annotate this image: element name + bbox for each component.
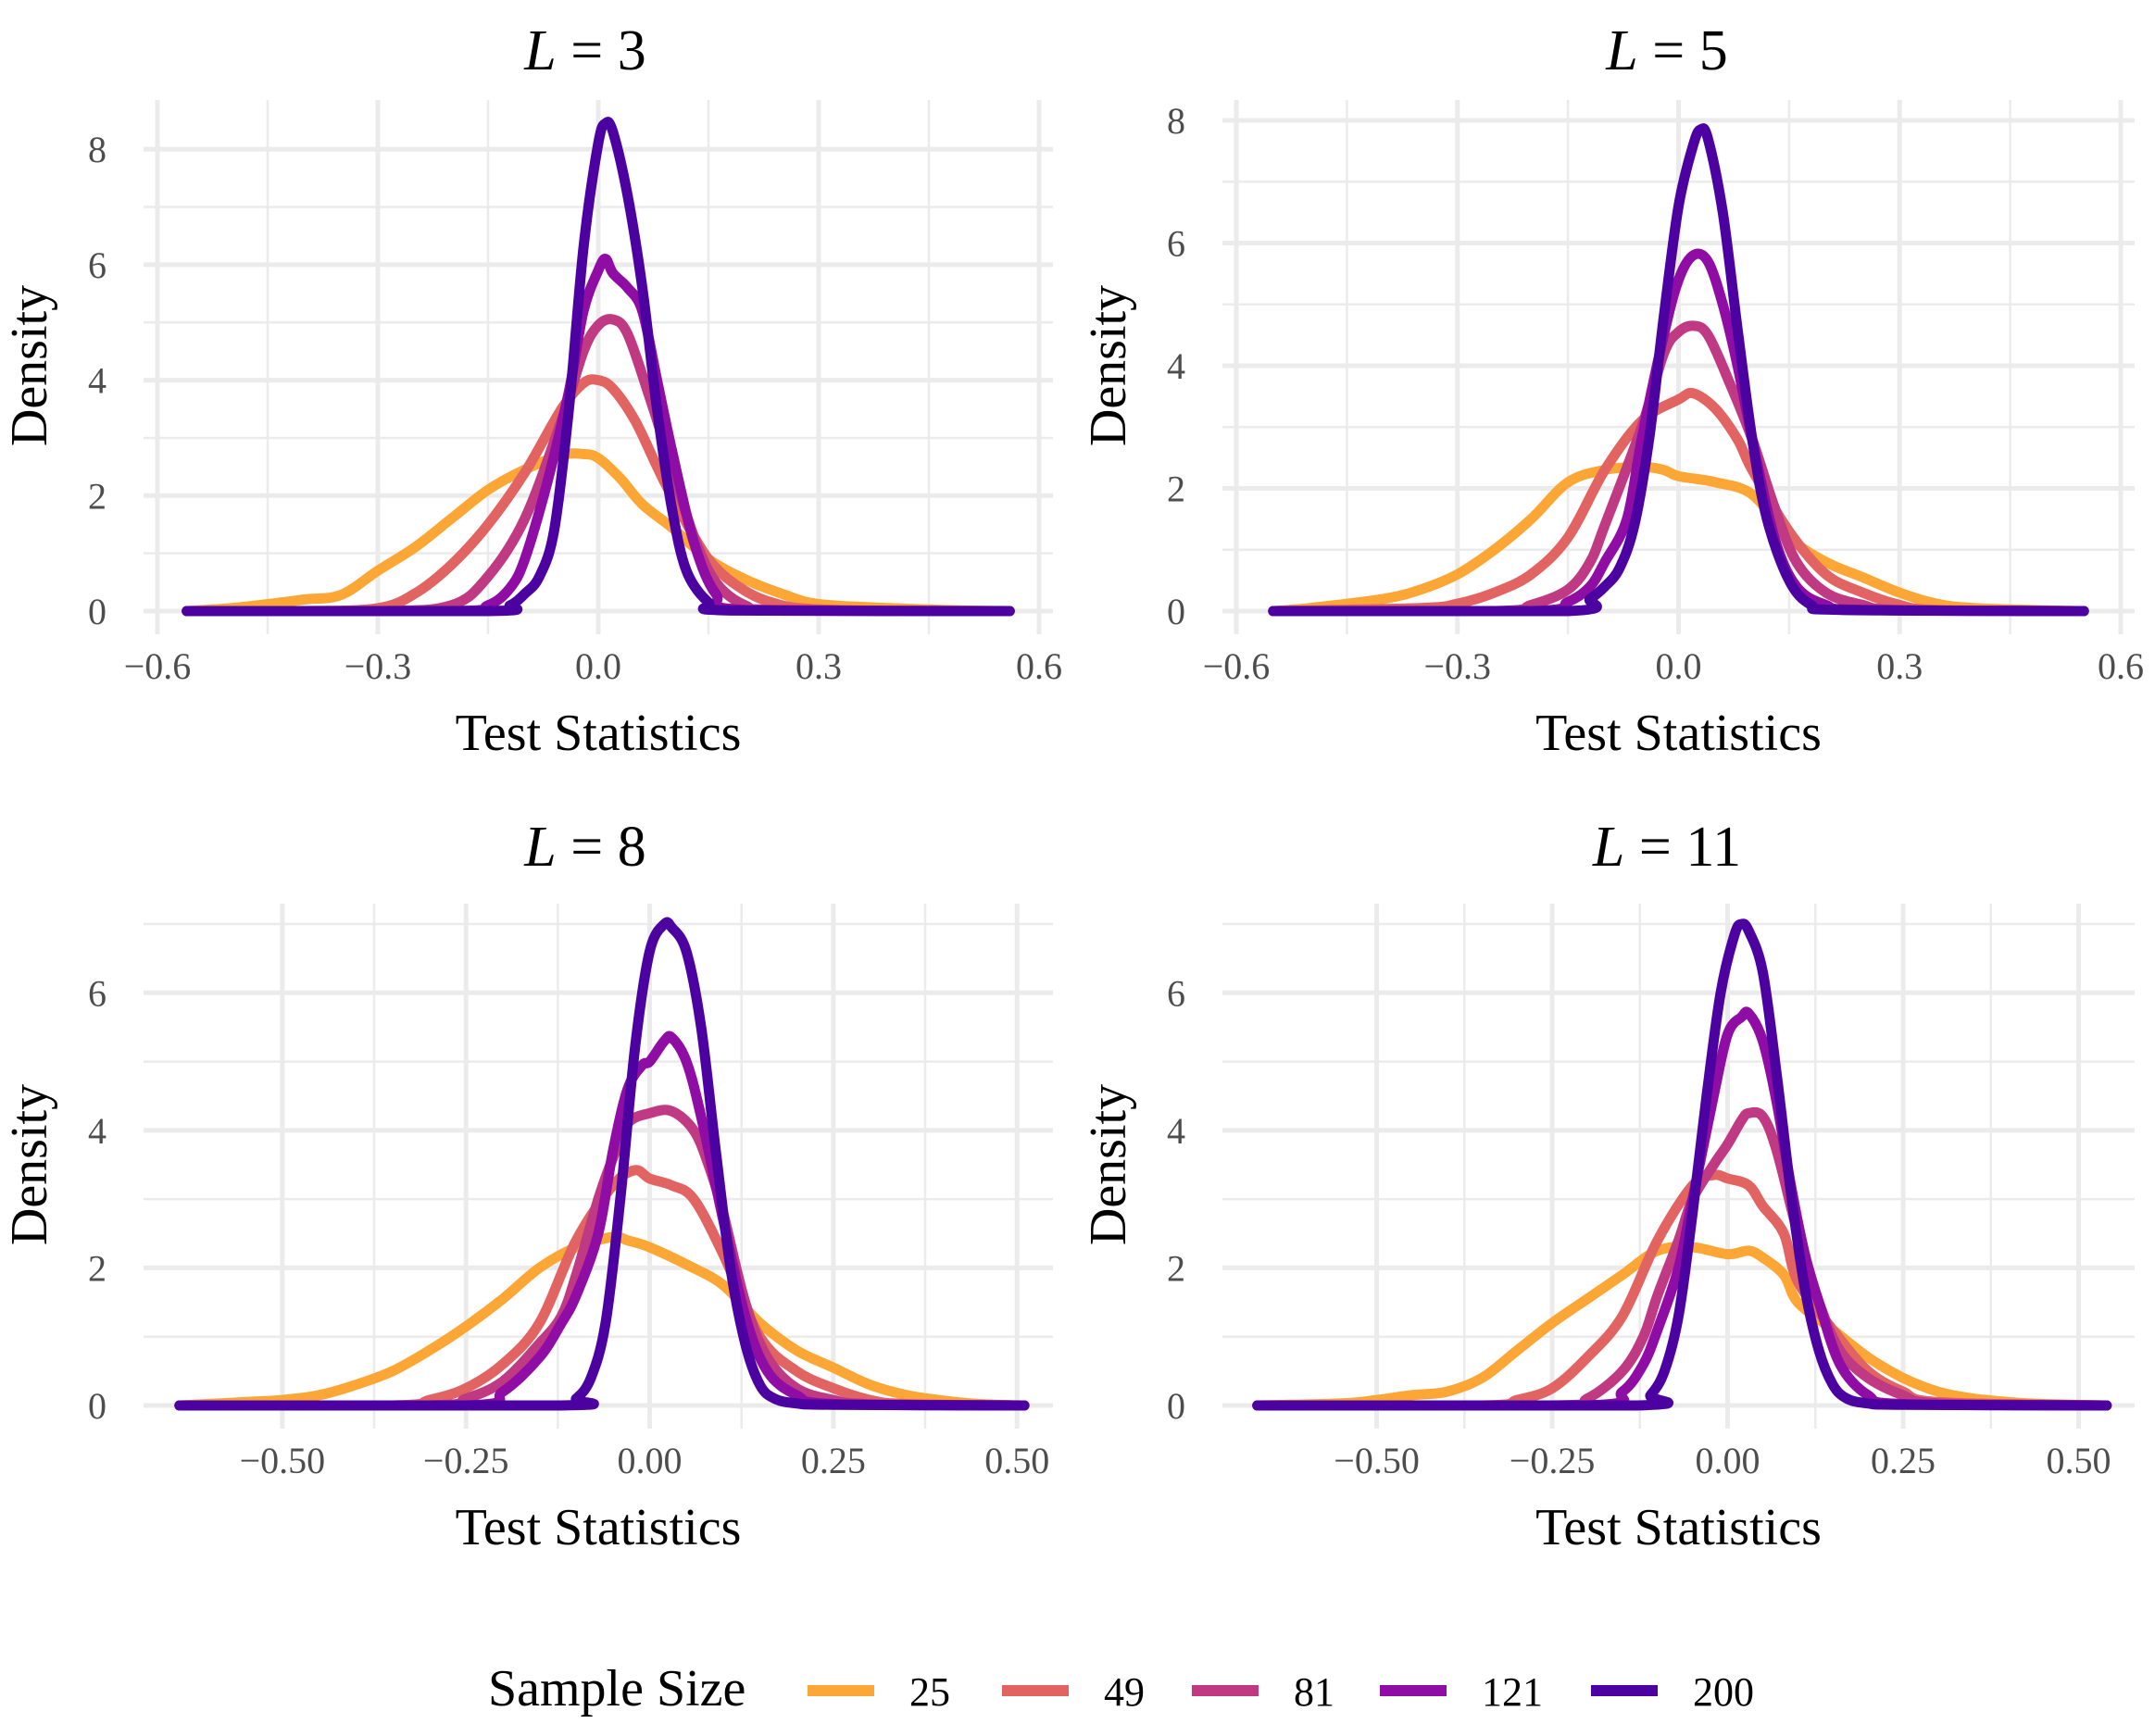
y-tick-label: 0 bbox=[1167, 591, 1185, 632]
density-curve-81 bbox=[182, 314, 1015, 617]
panel-1: −0.6 −0.3 0.0 0.3 0.6 0 2 4 6 8 L = 3 Test Statisti… bbox=[1, 19, 1062, 762]
panel-title: L = 3 bbox=[523, 19, 645, 82]
x-axis-label: Test Statistics bbox=[1535, 1499, 1822, 1556]
y-tick-label: 0 bbox=[88, 1385, 106, 1427]
x-tick-label: −0.6 bbox=[124, 645, 192, 687]
legend-label-49: 49 bbox=[1104, 1669, 1145, 1715]
y-tick-label: 6 bbox=[1167, 223, 1185, 265]
x-tick-label: 0.25 bbox=[801, 1440, 866, 1481]
x-tick-label: 0.0 bbox=[1656, 645, 1702, 687]
panel-4: −0.50 −0.25 0.00 0.25 0.50 0 2 4 6 L = 11 Test Sta… bbox=[1080, 816, 2135, 1556]
panel-title: L = 5 bbox=[1605, 19, 1727, 82]
panel-title: L = 8 bbox=[523, 816, 645, 879]
density-curve-200 bbox=[174, 917, 1030, 1411]
x-tick-label: 0.50 bbox=[2047, 1440, 2111, 1481]
density-curve-25 bbox=[182, 448, 1015, 617]
y-tick-label: 4 bbox=[1167, 1110, 1185, 1152]
y-axis-label: Density bbox=[1080, 1084, 1137, 1245]
density-curve-121 bbox=[1252, 1006, 2112, 1411]
density-curve-25 bbox=[1252, 1242, 2112, 1411]
x-axis-label: Test Statistics bbox=[1535, 705, 1822, 762]
density-curve-81 bbox=[174, 1105, 1030, 1411]
y-tick-label: 6 bbox=[1167, 972, 1185, 1014]
x-tick-label: −0.6 bbox=[1203, 645, 1271, 687]
x-tick-label: 0.00 bbox=[618, 1440, 683, 1481]
density-curve-200 bbox=[1268, 123, 2089, 617]
density-curve-121 bbox=[174, 1030, 1030, 1411]
density-curve-25 bbox=[1268, 461, 2089, 617]
y-tick-label: 4 bbox=[88, 360, 106, 402]
x-tick-label: 0.00 bbox=[1696, 1440, 1760, 1481]
x-tick-label: −0.25 bbox=[423, 1440, 509, 1481]
y-tick-label: 0 bbox=[1167, 1385, 1185, 1427]
x-tick-label: 0.6 bbox=[2098, 645, 2144, 687]
y-axis-label: Density bbox=[1, 285, 58, 446]
x-axis-label: Test Statistics bbox=[456, 705, 742, 762]
density-curve-81 bbox=[1268, 320, 2089, 617]
y-axis-label: Density bbox=[1, 1084, 58, 1245]
x-tick-label: −0.3 bbox=[1423, 645, 1491, 687]
density-curve-49 bbox=[174, 1165, 1030, 1411]
panel-2: −0.6 −0.3 0.0 0.3 0.6 0 2 4 6 8 L = 5 Test Statisti… bbox=[1080, 19, 2144, 762]
legend-label-200: 200 bbox=[1693, 1669, 1754, 1715]
y-tick-label: 2 bbox=[88, 1247, 106, 1289]
density-curve-81 bbox=[1252, 1106, 2112, 1411]
legend: Sample Size 25 49 81 121 200 bbox=[488, 1660, 1754, 1717]
x-tick-label: 0.6 bbox=[1016, 645, 1062, 687]
y-tick-label: 2 bbox=[1167, 1247, 1185, 1289]
legend-label-121: 121 bbox=[1482, 1669, 1543, 1715]
x-tick-label: −0.25 bbox=[1510, 1440, 1596, 1481]
density-curve-49 bbox=[1268, 387, 2089, 617]
y-tick-label: 2 bbox=[88, 475, 106, 517]
x-tick-label: 0.3 bbox=[1876, 645, 1923, 687]
density-curve-121 bbox=[182, 254, 1015, 617]
y-tick-label: 4 bbox=[1167, 345, 1185, 387]
legend-label-81: 81 bbox=[1294, 1669, 1334, 1715]
density-curve-200 bbox=[182, 117, 1015, 617]
y-tick-label: 8 bbox=[88, 129, 106, 170]
x-tick-label: −0.50 bbox=[1334, 1440, 1420, 1481]
x-axis-label: Test Statistics bbox=[456, 1499, 742, 1556]
y-tick-label: 0 bbox=[88, 591, 106, 632]
legend-label-25: 25 bbox=[909, 1669, 950, 1715]
panel-3: −0.50 −0.25 0.00 0.25 0.50 0 2 4 6 L = 8 Test Stat… bbox=[1, 816, 1053, 1556]
x-tick-label: −0.50 bbox=[240, 1440, 326, 1481]
y-tick-label: 8 bbox=[1167, 100, 1185, 142]
panel-title: L = 11 bbox=[1592, 816, 1741, 879]
x-tick-label: 0.25 bbox=[1871, 1440, 1936, 1481]
x-tick-label: 0.50 bbox=[984, 1440, 1049, 1481]
y-tick-label: 6 bbox=[88, 972, 106, 1014]
y-axis-label: Density bbox=[1080, 285, 1137, 446]
density-curve-200 bbox=[1252, 918, 2112, 1411]
x-tick-label: −0.3 bbox=[345, 645, 412, 687]
y-tick-label: 6 bbox=[88, 244, 106, 286]
legend-title: Sample Size bbox=[488, 1660, 745, 1717]
y-tick-label: 4 bbox=[88, 1110, 106, 1152]
x-tick-label: 0.0 bbox=[575, 645, 621, 687]
y-tick-label: 2 bbox=[1167, 468, 1185, 510]
x-tick-label: 0.3 bbox=[796, 645, 842, 687]
